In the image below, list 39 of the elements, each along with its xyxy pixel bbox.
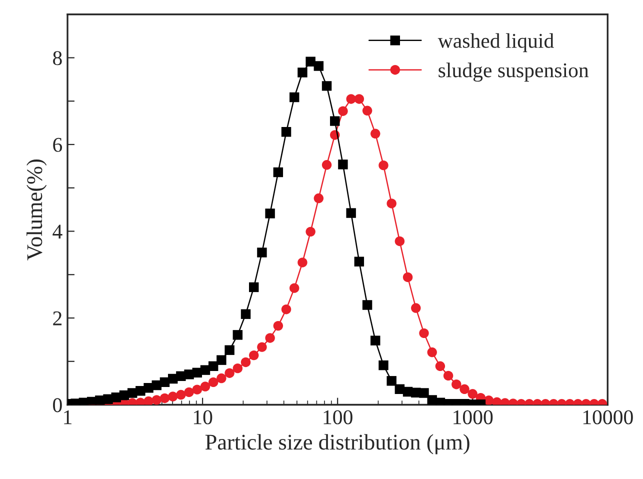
x-tick-label: 1000 bbox=[454, 410, 493, 424]
y-tick-label: 6 bbox=[53, 138, 62, 152]
y-axis-title: Volume(%) bbox=[26, 160, 47, 260]
y-tick-label: 2 bbox=[53, 311, 62, 326]
point bbox=[232, 330, 243, 340]
point bbox=[298, 68, 308, 78]
point bbox=[338, 160, 348, 170]
point bbox=[370, 336, 380, 346]
point bbox=[224, 345, 234, 355]
x-tick-label: 1 bbox=[64, 410, 72, 424]
point bbox=[281, 127, 292, 137]
point bbox=[346, 208, 356, 218]
point bbox=[306, 56, 316, 67]
x-tick-label: 100 bbox=[324, 410, 352, 424]
point bbox=[249, 282, 259, 292]
point bbox=[240, 309, 251, 319]
y-tick-label: 8 bbox=[53, 51, 62, 66]
x-axis-title: Particle size distribution (μm) bbox=[205, 434, 470, 454]
point bbox=[265, 208, 275, 218]
legend-label: washed liquid bbox=[438, 33, 554, 52]
point bbox=[208, 361, 218, 372]
point bbox=[200, 365, 210, 375]
y-tick-label: 4 bbox=[52, 224, 62, 238]
point bbox=[257, 248, 267, 258]
point bbox=[386, 376, 396, 386]
point bbox=[354, 256, 364, 266]
x-tick-label: 10000 bbox=[583, 410, 633, 424]
x-tick-label: 10 bbox=[194, 410, 212, 424]
point bbox=[314, 61, 324, 71]
point bbox=[216, 355, 226, 365]
y-tick-label: 0 bbox=[53, 398, 62, 412]
point bbox=[378, 360, 388, 370]
point bbox=[322, 81, 332, 91]
point bbox=[362, 300, 372, 310]
point bbox=[419, 388, 429, 398]
legend-label: sludge suspension bbox=[438, 62, 589, 82]
point bbox=[290, 92, 300, 102]
point bbox=[273, 167, 284, 178]
point bbox=[330, 116, 340, 126]
